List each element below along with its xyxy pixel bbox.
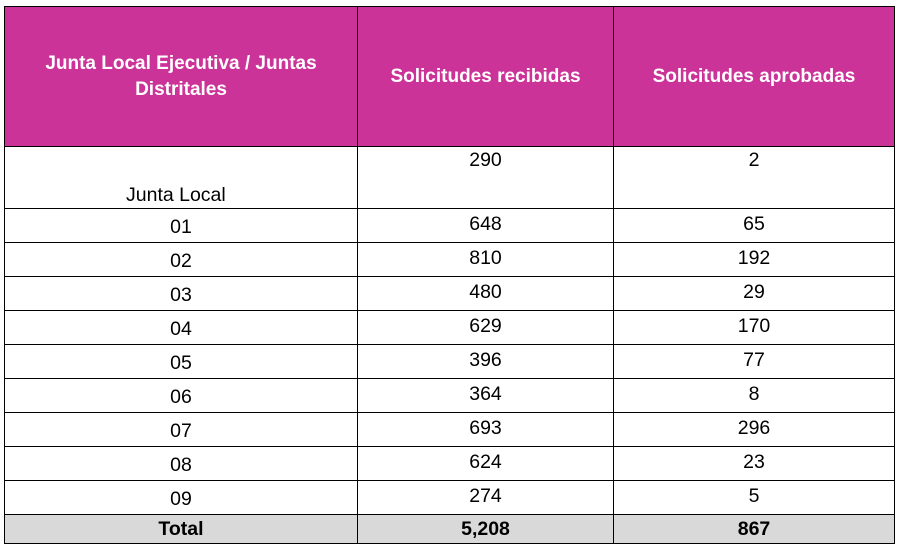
row-aprobadas: 192 xyxy=(613,242,895,277)
row-aprobadas: 2 xyxy=(613,146,895,209)
row-aprobadas: 170 xyxy=(613,310,895,345)
row-label: 06 xyxy=(4,378,358,413)
table-row: Junta Local 290 2 xyxy=(4,146,895,209)
table-row: 06 364 8 xyxy=(4,378,895,413)
row-label: 02 xyxy=(4,242,358,277)
row-recibidas: 480 xyxy=(357,276,614,311)
row-aprobadas: 29 xyxy=(613,276,895,311)
table-row: 07 693 296 xyxy=(4,412,895,447)
row-recibidas: 629 xyxy=(357,310,614,345)
header-junta: Junta Local Ejecutiva / Juntas Distrital… xyxy=(4,6,358,147)
table-row: 03 480 29 xyxy=(4,276,895,311)
row-label: 03 xyxy=(4,276,358,311)
row-recibidas: 624 xyxy=(357,446,614,481)
row-recibidas: 693 xyxy=(357,412,614,447)
table-row: 01 648 65 xyxy=(4,208,895,243)
row-aprobadas: 23 xyxy=(613,446,895,481)
row-aprobadas: 65 xyxy=(613,208,895,243)
header-recibidas: Solicitudes recibidas xyxy=(357,6,614,147)
row-label: 01 xyxy=(4,208,358,243)
table-row: 02 810 192 xyxy=(4,242,895,277)
row-recibidas: 810 xyxy=(357,242,614,277)
row-aprobadas: 5 xyxy=(613,480,895,515)
table-header: Junta Local Ejecutiva / Juntas Distrital… xyxy=(4,6,895,147)
solicitudes-table: Junta Local Ejecutiva / Juntas Distrital… xyxy=(4,6,895,544)
table-row: 09 274 5 xyxy=(4,480,895,515)
total-label: Total xyxy=(4,514,358,544)
table-footer: Total 5,208 867 xyxy=(4,514,895,544)
header-aprobadas: Solicitudes aprobadas xyxy=(613,6,895,147)
table-row: 05 396 77 xyxy=(4,344,895,379)
row-label: 07 xyxy=(4,412,358,447)
row-aprobadas: 296 xyxy=(613,412,895,447)
total-recibidas: 5,208 xyxy=(357,514,614,544)
row-recibidas: 274 xyxy=(357,480,614,515)
row-label: 05 xyxy=(4,344,358,379)
header-row: Junta Local Ejecutiva / Juntas Distrital… xyxy=(4,6,895,147)
table-row: 08 624 23 xyxy=(4,446,895,481)
row-recibidas: 290 xyxy=(357,146,614,209)
row-recibidas: 396 xyxy=(357,344,614,379)
total-row: Total 5,208 867 xyxy=(4,514,895,544)
table-body: Junta Local 290 2 01 648 65 02 810 192 0… xyxy=(4,146,895,515)
row-label: Junta Local xyxy=(4,146,358,209)
row-label: 04 xyxy=(4,310,358,345)
table-row: 04 629 170 xyxy=(4,310,895,345)
total-aprobadas: 867 xyxy=(613,514,895,544)
row-label: 09 xyxy=(4,480,358,515)
row-aprobadas: 77 xyxy=(613,344,895,379)
row-recibidas: 648 xyxy=(357,208,614,243)
row-label: 08 xyxy=(4,446,358,481)
row-recibidas: 364 xyxy=(357,378,614,413)
row-aprobadas: 8 xyxy=(613,378,895,413)
